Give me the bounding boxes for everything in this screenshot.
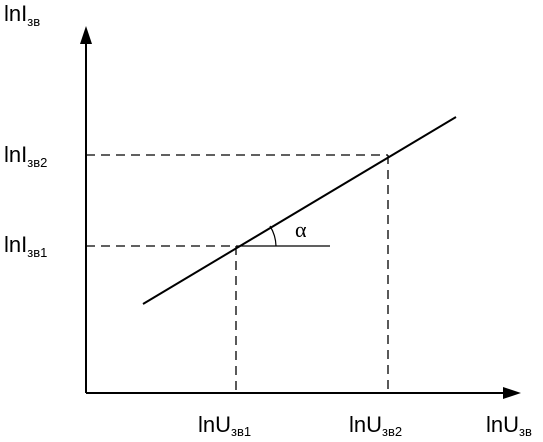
x-tick-label-1: lnUзв1 — [198, 412, 251, 439]
y-axis-title-sub: зв — [27, 14, 40, 29]
x-tick-label-2: lnUзв2 — [349, 412, 402, 439]
y-tick-label-1: lnIзв1 — [4, 232, 47, 260]
angle-arc — [269, 225, 277, 247]
x-axis-title: lnUзв — [486, 412, 532, 439]
x-axis-arrowhead — [503, 387, 521, 399]
x-tick-label-1-sub: зв1 — [231, 424, 251, 439]
angle-label: α — [295, 217, 307, 242]
x-axis-title-sub: зв — [519, 424, 532, 439]
y-tick-label-1-main: lnI — [4, 232, 27, 257]
y-axis-title-main: lnI — [4, 1, 27, 26]
y-axis-arrowhead — [80, 26, 92, 44]
y-tick-label-2-sub: зв2 — [27, 155, 47, 170]
y-tick-label-2: lnIзв2 — [4, 142, 47, 170]
x-axis-title-main: lnU — [486, 412, 519, 437]
regression-line — [142, 116, 457, 305]
x-tick-label-1-main: lnU — [198, 412, 231, 437]
x-tick-label-2-sub: зв2 — [382, 424, 402, 439]
y-axis-title: lnIзв — [4, 1, 40, 29]
y-tick-label-2-main: lnI — [4, 142, 27, 167]
y-tick-label-1-sub: зв1 — [27, 245, 47, 260]
x-tick-label-2-main: lnU — [349, 412, 382, 437]
